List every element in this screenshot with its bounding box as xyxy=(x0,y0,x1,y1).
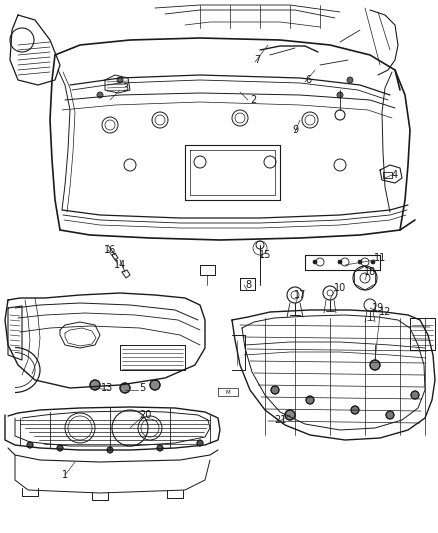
Circle shape xyxy=(120,383,130,393)
Text: 8: 8 xyxy=(245,280,251,290)
Circle shape xyxy=(306,396,314,404)
Circle shape xyxy=(90,380,100,390)
Text: 11: 11 xyxy=(374,253,386,263)
Text: 12: 12 xyxy=(379,307,391,317)
Circle shape xyxy=(313,260,317,264)
Text: 7: 7 xyxy=(254,55,260,65)
Circle shape xyxy=(358,260,362,264)
Circle shape xyxy=(285,410,295,420)
Circle shape xyxy=(370,360,380,370)
Circle shape xyxy=(338,260,342,264)
Text: M: M xyxy=(226,390,230,394)
Circle shape xyxy=(117,77,123,83)
Text: 3: 3 xyxy=(122,83,128,93)
Text: 9: 9 xyxy=(292,125,298,135)
Text: 5: 5 xyxy=(139,383,145,393)
Text: 1: 1 xyxy=(62,470,68,480)
Text: 6: 6 xyxy=(305,75,311,85)
Text: 16: 16 xyxy=(104,245,116,255)
Text: 14: 14 xyxy=(114,260,126,270)
Circle shape xyxy=(271,386,279,394)
Circle shape xyxy=(97,92,103,98)
Circle shape xyxy=(386,411,394,419)
Circle shape xyxy=(57,445,63,451)
Text: 10: 10 xyxy=(334,283,346,293)
Circle shape xyxy=(411,391,419,399)
Text: 19: 19 xyxy=(372,303,384,313)
Circle shape xyxy=(27,442,33,448)
Text: 18: 18 xyxy=(364,267,376,277)
Circle shape xyxy=(351,406,359,414)
Circle shape xyxy=(157,445,163,451)
Text: 17: 17 xyxy=(294,290,306,300)
Circle shape xyxy=(107,447,113,453)
Text: 13: 13 xyxy=(101,383,113,393)
Text: 21: 21 xyxy=(274,415,286,425)
Circle shape xyxy=(337,92,343,98)
Circle shape xyxy=(197,440,203,446)
Circle shape xyxy=(347,77,353,83)
Circle shape xyxy=(371,260,375,264)
Circle shape xyxy=(150,380,160,390)
Text: 4: 4 xyxy=(392,170,398,180)
Text: 2: 2 xyxy=(250,95,256,105)
Text: 15: 15 xyxy=(259,250,271,260)
Text: 20: 20 xyxy=(139,410,151,420)
